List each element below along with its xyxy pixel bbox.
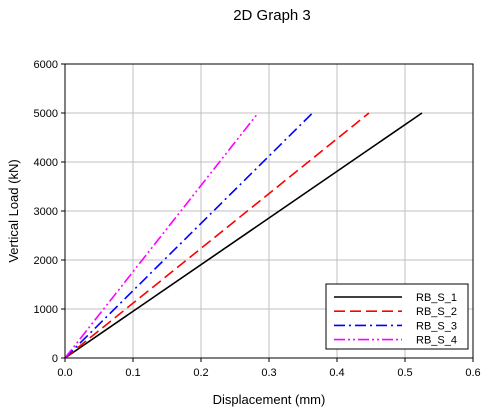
y-tick-label: 6000: [34, 59, 58, 71]
grid: [65, 64, 473, 358]
legend-label: RB_S_4: [416, 335, 457, 347]
y-tick-label: 1000: [34, 304, 58, 316]
x-tick-label: 0.3: [261, 367, 276, 379]
y-tick-label: 0: [52, 353, 58, 365]
x-tick-label: 0.5: [397, 367, 412, 379]
x-tick-label: 0.6: [465, 367, 480, 379]
legend-label: RB_S_2: [416, 306, 457, 318]
x-tick-label: 0.1: [125, 367, 140, 379]
y-tick-label: 3000: [34, 206, 58, 218]
series-line-3: [64, 112, 314, 359]
x-tick-label: 0.2: [193, 367, 208, 379]
y-tick-label: 2000: [34, 255, 58, 267]
x-tick-label: 0.0: [57, 367, 72, 379]
axis-ticks: 0.0 0.1 0.2 0.3 0.4 0.5 0.6 0 1000 2000 3000 4000 50…: [34, 59, 481, 379]
series-lines: [64, 112, 423, 359]
legend-label: RB_S_1: [416, 292, 457, 304]
series-line-1: [64, 112, 423, 359]
y-axis-label: Vertical Load (kN): [6, 159, 21, 262]
chart-title: 2D Graph 3: [233, 7, 311, 24]
legend-label: RB_S_3: [416, 320, 457, 332]
series-line-2: [64, 112, 370, 359]
x-tick-label: 0.4: [329, 367, 344, 379]
x-axis-label: Displacement (mm): [213, 392, 326, 407]
legend: RB_S_1 RB_S_2 RB_S_3 RB_S_4: [325, 283, 469, 350]
y-tick-label: 4000: [34, 157, 58, 169]
y-tick-label: 5000: [34, 108, 58, 120]
series-line-4: [64, 112, 259, 359]
legend-box: [325, 283, 469, 350]
